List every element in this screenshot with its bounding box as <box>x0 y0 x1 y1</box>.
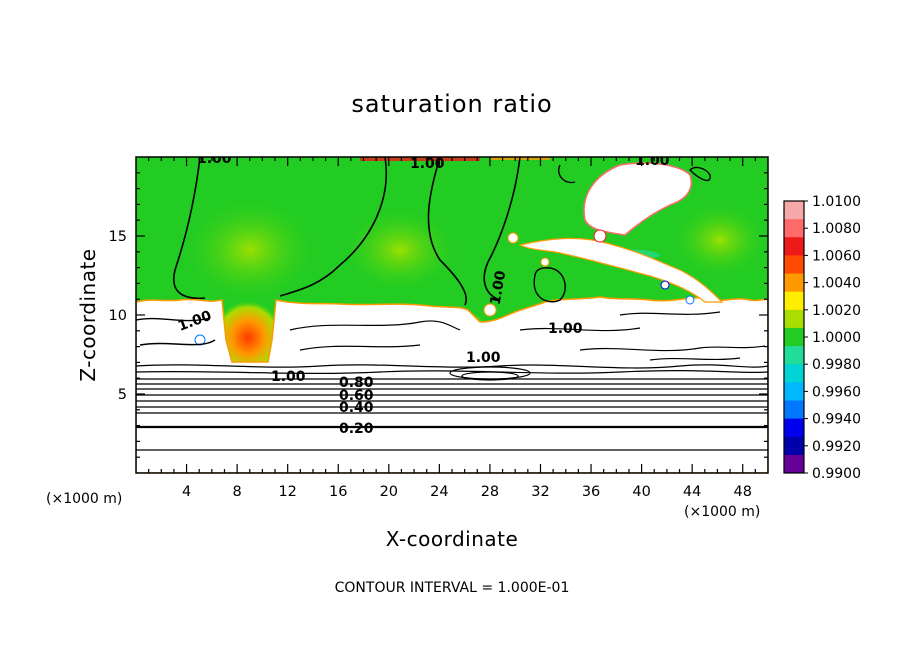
colorbar-label: 1.0020 <box>812 303 861 319</box>
colorbar-swatch <box>784 201 804 220</box>
z-unit-right: (×1000 m) <box>684 504 760 520</box>
x-tick-label: 20 <box>380 484 398 500</box>
contour-lines <box>136 157 768 451</box>
contour-label-group: 1.00 1.00 1.00 1.00 1.00 1.00 1.00 1.00 … <box>176 151 670 437</box>
colorbar-swatch <box>784 454 804 474</box>
colorbar-swatch <box>784 346 804 365</box>
x-tick-label: 40 <box>632 484 650 500</box>
dry-spot <box>593 229 607 243</box>
dry-spot <box>685 295 695 305</box>
x-tick-label: 16 <box>329 484 347 500</box>
contour-interval-note: CONTOUR INTERVAL = 1.000E-01 <box>335 580 570 596</box>
plot-area: 1.00 1.00 1.00 1.00 1.00 1.00 1.00 1.00 … <box>136 151 768 473</box>
contour-label: 1.00 <box>488 269 510 306</box>
supersaturated-plume <box>212 292 284 368</box>
x-tick-label: 4 <box>182 484 191 500</box>
y-axis: 5 10 15 <box>109 172 768 458</box>
colorbar-label: 1.0080 <box>812 221 861 237</box>
colorbar-swatch <box>784 418 804 438</box>
x-axis: 4 8 12 16 20 24 28 32 36 40 44 48 <box>148 157 756 500</box>
x-tick-label: 24 <box>430 484 448 500</box>
colorbar-label: 1.0040 <box>812 276 861 292</box>
contour-label: 0.60 <box>339 388 374 404</box>
colorbar-swatch <box>784 237 804 256</box>
x-tick-label: 12 <box>278 484 296 500</box>
warm-patch <box>670 200 768 280</box>
colorbar-label: 0.9940 <box>812 412 861 428</box>
x-tick-label: 8 <box>233 484 242 500</box>
colorbar-label: 0.9980 <box>812 357 861 373</box>
subsaturated-blob <box>583 162 692 236</box>
colorbar-swatch <box>784 273 804 293</box>
subsaturated-tongue <box>518 237 724 303</box>
contour-label: 0.80 <box>339 375 374 391</box>
dry-spot <box>483 303 497 317</box>
supersaturated-strip <box>360 157 480 161</box>
x-tick-label: 48 <box>733 484 751 500</box>
colorbar-swatch <box>784 400 804 420</box>
y-axis-title: Z-coordinate <box>76 248 100 381</box>
colorbar-label: 0.9960 <box>812 384 861 400</box>
contour-label: 1.00 <box>548 321 583 337</box>
warm-patch <box>180 195 320 305</box>
colorbar-label: 1.0100 <box>812 194 861 210</box>
x-tick-label: 32 <box>531 484 549 500</box>
dry-spot <box>540 257 550 267</box>
colorbar-swatch <box>784 219 804 238</box>
x-unit-left: (×1000 m) <box>46 491 122 507</box>
contour-label: 1.00 <box>197 151 232 167</box>
y-tick-label: 10 <box>109 308 127 324</box>
colorbar-swatch <box>784 309 804 329</box>
x-tick-label: 44 <box>683 484 701 500</box>
y-tick-label: 15 <box>109 229 127 245</box>
colorbar-swatch <box>784 327 804 347</box>
colorbar: 1.0100 1.0080 1.0060 1.0040 1.0020 1.0000 0.99… <box>783 194 861 482</box>
colorbar-swatch <box>784 291 804 311</box>
colorbar-label: 1.0060 <box>812 248 861 264</box>
colorbar-swatch <box>784 255 804 275</box>
colorbar-swatch <box>784 382 804 401</box>
contour-label: 1.00 <box>410 156 445 172</box>
contour-label: 1.00 <box>635 153 670 169</box>
chart-title: saturation ratio <box>351 90 552 118</box>
colorbar-swatch <box>784 436 804 456</box>
x-tick-label: 28 <box>481 484 499 500</box>
warm-patch <box>340 205 460 295</box>
colorbar-label: 0.9900 <box>812 466 861 482</box>
colorbar-swatch <box>784 364 804 383</box>
colorbar-label: 1.0000 <box>812 330 861 346</box>
x-tick-label: 36 <box>582 484 600 500</box>
contour-label: 1.00 <box>271 369 306 385</box>
dry-spot <box>507 232 519 244</box>
colorbar-label: 0.9920 <box>812 439 861 455</box>
x-axis-title: X-coordinate <box>386 527 519 551</box>
y-tick-label: 5 <box>118 387 127 403</box>
contour-label: 0.40 <box>339 400 374 416</box>
contour-label: 1.00 <box>466 350 501 366</box>
contour-label: 0.20 <box>339 421 374 437</box>
dry-spot <box>660 280 670 290</box>
